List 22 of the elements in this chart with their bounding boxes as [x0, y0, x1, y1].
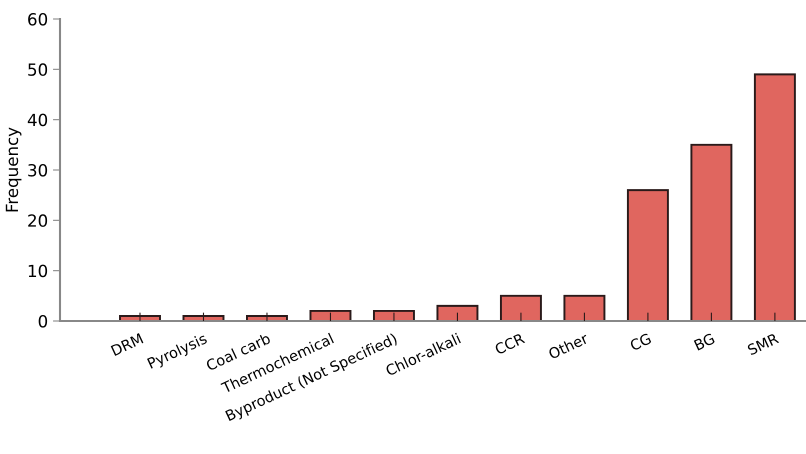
- bar: [372, 310, 415, 321]
- y-axis-title: Frequency: [6, 127, 22, 212]
- x-tick-label: CCR: [494, 332, 526, 355]
- x-tick-label: DRM: [110, 333, 144, 356]
- x-tick-label: BG: [694, 332, 716, 351]
- bar: [436, 304, 478, 321]
- bar: [309, 310, 352, 321]
- y-tick-label: 10: [28, 264, 48, 278]
- x-tick-label: SMR: [746, 332, 780, 356]
- y-tick-label: 0: [38, 314, 48, 328]
- x-tick-label: Other: [548, 332, 590, 360]
- y-tick-label: 50: [28, 63, 48, 76]
- bar: [500, 294, 542, 321]
- bar: [690, 144, 732, 321]
- bar: [626, 189, 669, 321]
- bar: [754, 73, 796, 321]
- bar: [563, 294, 606, 321]
- y-tick-label: 20: [28, 214, 48, 227]
- y-tick-label: 60: [28, 12, 48, 26]
- x-tick-label: CG: [629, 332, 652, 352]
- y-tick-label: 40: [28, 114, 48, 126]
- y-tick-label: 30: [28, 164, 48, 177]
